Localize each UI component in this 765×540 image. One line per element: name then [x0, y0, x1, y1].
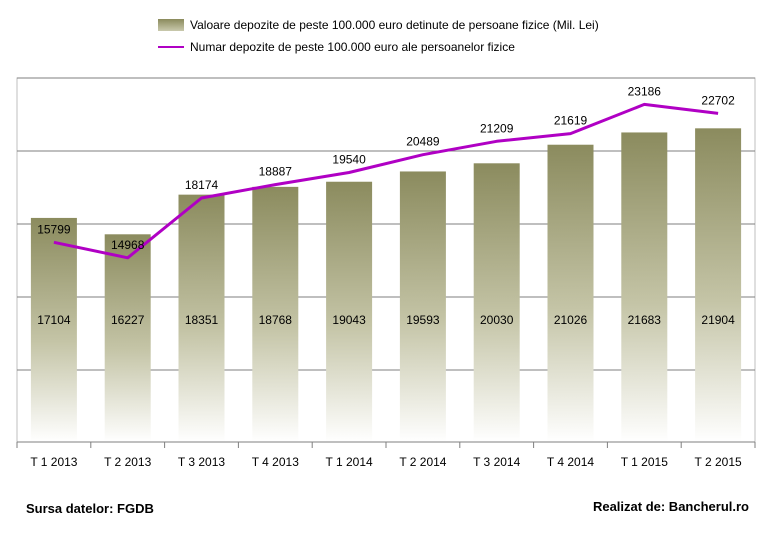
legend-label-line: Numar depozite de peste 100.000 euro ale… — [190, 40, 515, 54]
line-value-label: 18174 — [185, 178, 219, 192]
bar — [326, 181, 373, 443]
bar-value-label: 17104 — [37, 313, 71, 327]
line-value-label: 22702 — [701, 93, 735, 107]
x-tick-label: T 1 2014 — [326, 455, 373, 469]
x-tick-label: T 1 2015 — [621, 455, 668, 469]
bar-value-label: 20030 — [480, 313, 514, 327]
line-value-label: 20489 — [406, 135, 440, 149]
line-value-label: 14968 — [111, 238, 145, 252]
line-value-label: 19540 — [332, 152, 366, 166]
x-tick-label: T 3 2013 — [178, 455, 225, 469]
x-tick-label: T 4 2014 — [547, 455, 594, 469]
bar-value-label: 21026 — [554, 313, 588, 327]
x-axis-ticks: T 1 2013 T 2 2013 T 3 2013 T 4 2013 T 1 2014… — [16, 442, 756, 469]
bar — [547, 144, 594, 442]
bar — [104, 234, 151, 442]
bar — [473, 163, 520, 442]
legend-bar-swatch — [158, 19, 184, 31]
bar-value-label: 21683 — [628, 313, 662, 327]
x-tick-label: T 4 2013 — [252, 455, 299, 469]
line-value-label: 23186 — [628, 84, 662, 98]
legend-item-line: Numar depozite de peste 100.000 euro ale… — [158, 36, 599, 58]
series-line — [53, 102, 719, 260]
legend-line-swatch — [158, 46, 184, 48]
bar-value-label: 21904 — [701, 313, 735, 327]
bar-value-label: 19043 — [332, 313, 366, 327]
x-tick-label: T 3 2014 — [473, 455, 520, 469]
bar-value-label: 18351 — [185, 313, 219, 327]
x-tick-label: T 2 2014 — [399, 455, 446, 469]
source-note: Sursa datelor: FGDB — [26, 501, 154, 516]
line-value-label: 15799 — [37, 222, 71, 236]
line-value-label: 18887 — [259, 165, 293, 179]
x-tick-label: T 2 2015 — [695, 455, 742, 469]
line-value-label: 21619 — [554, 114, 588, 128]
bar — [695, 128, 742, 443]
bar — [621, 132, 668, 442]
bar-value-label: 18768 — [259, 313, 293, 327]
bars — [30, 128, 742, 443]
legend-item-bars: Valoare depozite de peste 100.000 euro d… — [158, 14, 599, 36]
bar-labels: 17104 16227 18351 18768 19043 19593 20030 21026… — [37, 313, 735, 327]
line-value-label: 21209 — [480, 121, 514, 135]
bar-value-label: 19593 — [406, 313, 440, 327]
line-labels: 15799 14968 18174 18887 19540 20489 21209 21619… — [37, 84, 735, 251]
bar — [178, 194, 225, 442]
bar — [252, 186, 299, 442]
legend-label-bars: Valoare depozite de peste 100.000 euro d… — [190, 18, 599, 32]
bar — [399, 171, 446, 443]
bar-value-label: 16227 — [111, 313, 145, 327]
credit-note: Realizat de: Bancherul.ro — [592, 499, 749, 514]
x-tick-label: T 2 2013 — [104, 455, 151, 469]
legend: Valoare depozite de peste 100.000 euro d… — [158, 14, 599, 58]
x-tick-label: T 1 2013 — [30, 455, 77, 469]
bar — [30, 217, 77, 442]
